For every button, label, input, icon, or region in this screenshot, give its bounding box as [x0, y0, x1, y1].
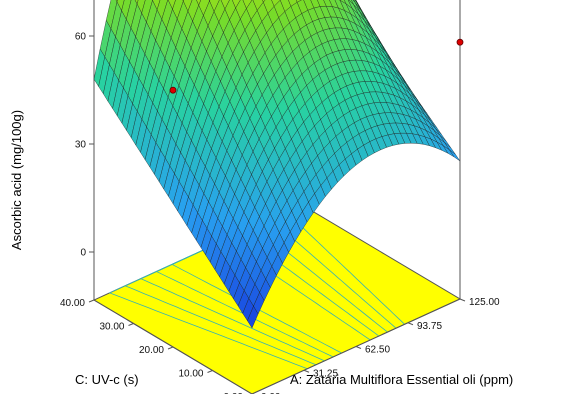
response-surface — [93, 0, 461, 329]
c-tick-mark-4 — [88, 299, 95, 303]
z-tick-2: 60 — [75, 32, 87, 43]
a-tick-mark-2 — [355, 346, 362, 349]
surface-cell-8-22 — [196, 0, 202, 6]
a-tick-3: 93.75 — [417, 321, 442, 332]
a-tick-1: 31.25 — [313, 368, 338, 379]
c-tick-1: 10.00 — [178, 369, 203, 380]
c-tick-mark-1 — [207, 370, 213, 373]
tick-labels: 03060901200.0010.0020.0030.0040.000.0031… — [60, 32, 500, 394]
z-tick-0: 0 — [80, 248, 86, 259]
c-tick-4: 40.00 — [60, 298, 85, 309]
surface-cell-4-30 — [134, 0, 139, 5]
x-axis-title: A: Zataria Multiflora Essential oli (ppm… — [290, 372, 513, 387]
surface-cell-33-0 — [449, 149, 461, 162]
floor-contour-4 — [171, 240, 371, 354]
c-tick-0: 0.00 — [224, 392, 244, 394]
c-tick-mark-3 — [128, 323, 134, 326]
z-tick-1: 30 — [75, 140, 87, 151]
design-points — [169, 38, 464, 94]
a-tick-mark-4 — [459, 298, 466, 302]
design-point-4 — [169, 86, 177, 94]
surface-cell-0-0 — [247, 305, 259, 329]
c-tick-mark-2 — [167, 346, 174, 350]
a-tick-2: 62.50 — [365, 345, 390, 356]
c-tick-2: 20.00 — [139, 345, 164, 356]
a-tick-mark-3 — [407, 322, 414, 326]
a-tick-mark-1 — [303, 369, 310, 373]
z-axis-title: Ascorbic acid (mg/100g) — [9, 110, 24, 250]
y-axis-title: C: UV-c (s) — [75, 372, 139, 387]
a-tick-0: 0.00 — [261, 392, 281, 394]
c-tick-3: 30.00 — [99, 322, 124, 333]
design-point-5 — [456, 38, 464, 46]
a-tick-4: 125.00 — [469, 297, 500, 308]
